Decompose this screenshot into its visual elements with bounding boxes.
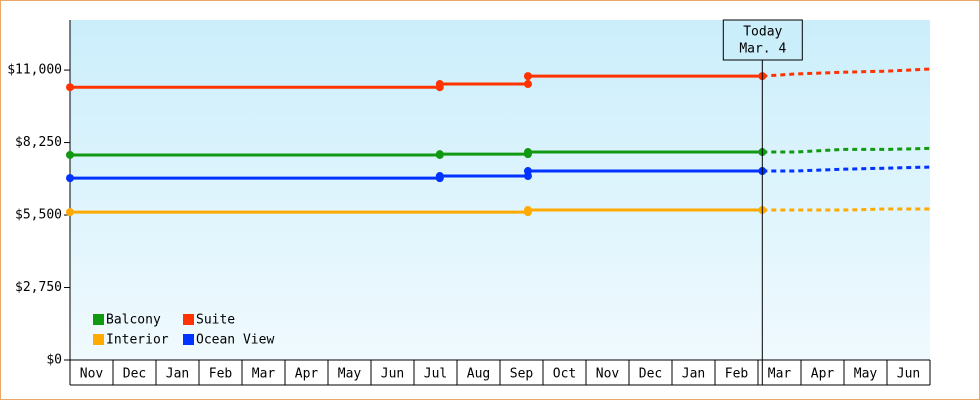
forecast-line <box>762 165 931 173</box>
y-tick-label: $0 <box>46 353 62 368</box>
forecast-line <box>762 67 931 78</box>
legend-label: Balcony <box>106 313 161 328</box>
x-tick-label: Jun <box>897 367 920 382</box>
x-tick-label: Feb <box>725 367 749 382</box>
series-line <box>70 169 763 180</box>
forecast-line <box>762 146 931 154</box>
x-tick-label: May <box>854 367 878 382</box>
x-tick-label: Dec <box>639 367 662 382</box>
legend-label: Interior <box>106 333 169 348</box>
point <box>523 80 532 89</box>
series-line <box>70 150 763 157</box>
today-label: Today <box>743 25 782 40</box>
x-tick-label: Apr <box>811 367 835 382</box>
y-tick-label: $5,500 <box>15 208 62 223</box>
x-tick-label: Dec <box>123 367 146 382</box>
x-tick-label: Oct <box>553 367 576 382</box>
x-tick-label: Apr <box>295 367 319 382</box>
point <box>66 150 74 159</box>
today-box <box>722 19 803 61</box>
legend-label: Suite <box>196 313 235 328</box>
point <box>523 206 532 215</box>
y-tick-label: $8,250 <box>15 135 62 150</box>
legend-swatch <box>93 334 104 345</box>
point <box>523 148 532 157</box>
x-tick-label: Nov <box>596 367 620 382</box>
plot-area <box>70 20 930 360</box>
point <box>435 150 444 159</box>
y-tick-label: $2,750 <box>15 280 62 295</box>
point <box>66 174 74 183</box>
x-tick-label: Nov <box>80 367 104 382</box>
legend-swatch <box>183 334 194 345</box>
forecast-line <box>762 207 930 212</box>
point <box>435 172 444 181</box>
x-tick-label: Jan <box>166 367 189 382</box>
series-line <box>70 74 763 89</box>
point <box>523 72 532 81</box>
x-tick-label: Aug <box>467 367 490 382</box>
x-tick-label: Jul <box>424 367 447 382</box>
point <box>523 167 532 176</box>
x-tick-label: Jun <box>381 367 404 382</box>
x-tick-label: Sep <box>510 367 534 382</box>
y-tick-label: $11,000 <box>7 63 62 78</box>
point <box>435 80 444 89</box>
x-tick-label: Mar <box>252 367 276 382</box>
x-tick-label: Mar <box>768 367 792 382</box>
legend-swatch <box>183 314 194 325</box>
point <box>66 83 74 92</box>
point <box>66 208 74 217</box>
x-tick-label: Jan <box>682 367 705 382</box>
x-tick-label: Feb <box>209 367 233 382</box>
today-date: Mar. 4 <box>739 42 786 57</box>
legend-swatch <box>93 314 104 325</box>
x-tick-label: May <box>338 367 362 382</box>
legend-label: Ocean View <box>196 333 274 348</box>
